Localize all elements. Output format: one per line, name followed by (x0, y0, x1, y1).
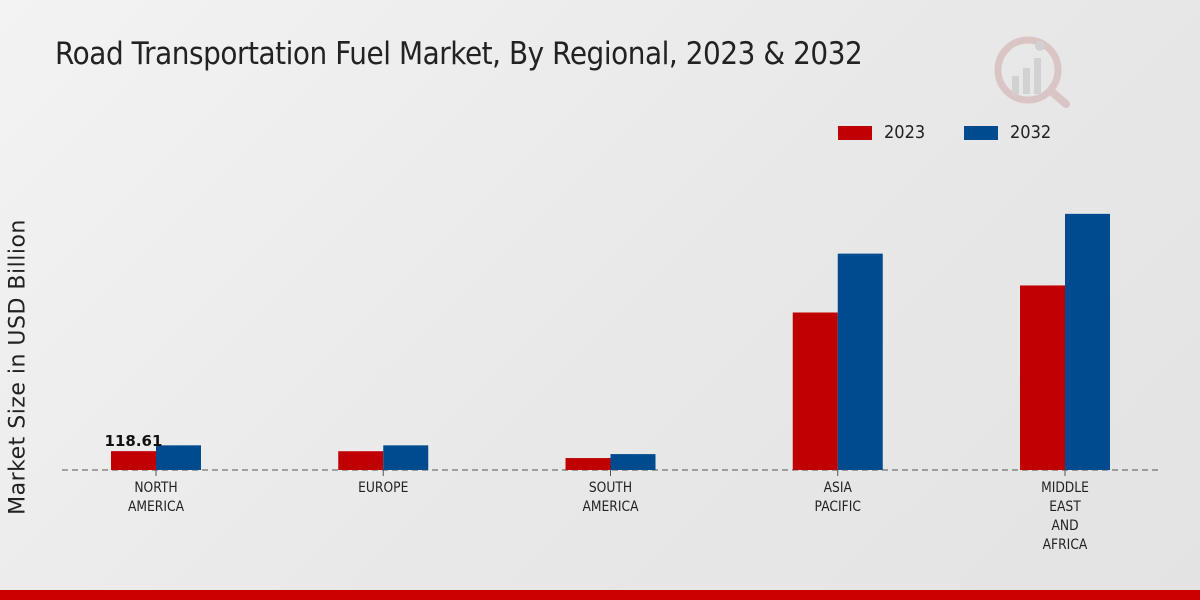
chart-legend: 2023 2032 (838, 122, 1056, 143)
legend-swatch-2032 (963, 125, 998, 140)
brand-bottom-bar (0, 590, 1200, 600)
bar-2023-0 (111, 451, 156, 470)
bar-2023-2 (565, 458, 611, 470)
x-tick-label-0: NORTH AMERICA (128, 480, 184, 515)
bar-2032-0 (156, 445, 201, 470)
x-tick-label-1: EUROPE (358, 480, 408, 496)
legend-label-2023: 2023 (884, 122, 926, 143)
x-tick-label-3: ASIA PACIFIC (815, 480, 861, 515)
x-tick-label-line: ASIA (824, 480, 852, 496)
x-tick-label-2: SOUTH AMERICA (582, 480, 638, 515)
legend-swatch-2023 (838, 125, 872, 140)
x-tick-label-line: EUROPE (358, 480, 408, 496)
x-tick-label-4: MIDDLE EAST AND AFRICA (1041, 480, 1089, 553)
x-tick-label-line: AMERICA (128, 499, 184, 515)
x-tick-label-line: MIDDLE (1041, 480, 1089, 496)
x-tick-label-line: AMERICA (582, 499, 638, 515)
x-tick-label-line: SOUTH (589, 480, 632, 496)
bar-2032-4 (1065, 213, 1110, 470)
x-tick-label-line: AFRICA (1043, 537, 1088, 553)
legend-item-2023: 2023 (838, 122, 930, 143)
bar-2032-1 (383, 445, 429, 470)
chart-title: Road Transportation Fuel Market, By Regi… (55, 36, 863, 72)
x-tick-label-line: PACIFIC (815, 499, 861, 515)
bar-2032-3 (837, 253, 883, 470)
legend-label-2032: 2032 (1009, 122, 1052, 143)
bar-2023-3 (792, 312, 838, 470)
x-tick-label-line: EAST (1049, 499, 1081, 515)
x-tick-label-line: AND (1051, 518, 1078, 534)
bar-2032-2 (610, 454, 656, 470)
data-label-2023-0: 118.61 (105, 432, 163, 450)
bar-2023-1 (338, 451, 384, 470)
market-research-logo-icon (994, 36, 1070, 108)
bar-2023-4 (1020, 285, 1065, 470)
legend-item-2032: 2032 (963, 122, 1056, 143)
x-tick-label-line: NORTH (134, 480, 177, 496)
